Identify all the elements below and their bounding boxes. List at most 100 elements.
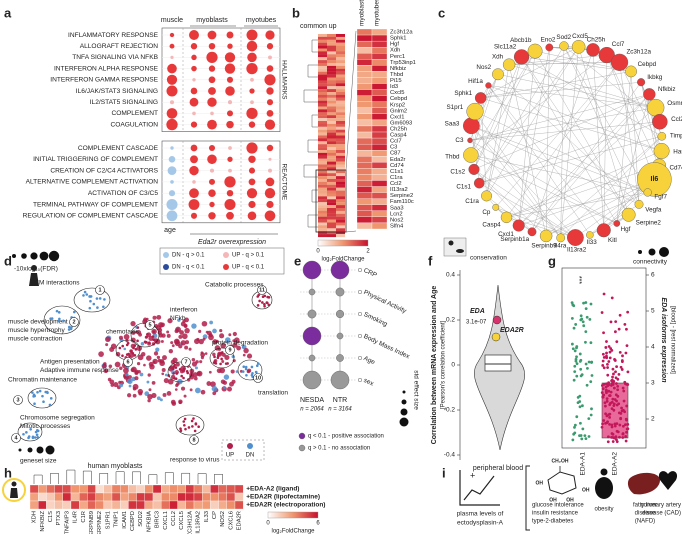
sample-dot <box>601 359 605 363</box>
sample-dot <box>578 352 582 356</box>
overview-cell <box>318 106 327 110</box>
cluster <box>17 422 43 442</box>
sample-dot <box>605 382 608 386</box>
sample-dot <box>618 313 622 317</box>
gene-label: C1R <box>81 511 87 523</box>
sample-dot <box>575 345 579 348</box>
dot <box>266 99 274 106</box>
cluster-node <box>241 370 245 373</box>
dot <box>208 65 216 72</box>
cluster-node <box>251 371 254 375</box>
dendrogram <box>307 64 318 78</box>
heat-cell <box>29 500 39 510</box>
heat-cell <box>356 156 373 163</box>
edge <box>480 46 579 99</box>
cluster-node <box>179 427 182 430</box>
node-label: Il4ra <box>554 243 567 250</box>
dot <box>208 42 216 50</box>
network-node <box>118 335 123 340</box>
dot <box>265 177 275 187</box>
heat-cell <box>371 28 388 36</box>
network-node <box>176 382 180 386</box>
legend-box <box>221 439 265 461</box>
sample-dot <box>605 351 608 355</box>
dot <box>191 65 197 72</box>
edge <box>518 47 550 226</box>
legend-title: log₂FoldChange <box>271 529 315 534</box>
y-axis-subtitle: [Pearson's correlation coefficient] <box>441 321 447 409</box>
heat-cell <box>356 65 373 72</box>
dot <box>207 30 217 40</box>
overview-cell <box>336 100 345 104</box>
heat-cell <box>128 492 137 502</box>
cluster-node <box>172 372 175 375</box>
sample-dot <box>579 314 583 318</box>
overview-cell <box>327 205 336 209</box>
network-node <box>235 370 239 373</box>
sample-dot <box>590 407 593 411</box>
edge <box>531 82 642 232</box>
cluster-node <box>127 352 130 356</box>
heat-cell <box>54 484 63 494</box>
heat-cell <box>103 492 113 502</box>
network-node <box>198 338 204 345</box>
sample-dot <box>579 434 583 437</box>
gene-label: Saa3 <box>390 205 404 211</box>
heatmap-title: common up <box>300 23 337 30</box>
edge <box>480 71 632 99</box>
network-node <box>231 355 235 359</box>
cluster-node <box>128 354 131 358</box>
network-node <box>200 352 206 358</box>
network-node <box>152 360 156 364</box>
overview-cell <box>327 158 336 162</box>
edge <box>619 62 662 152</box>
gene-label: Lcn2 <box>390 211 403 217</box>
overview-cell <box>336 77 345 81</box>
molecule-label: OH <box>566 497 574 503</box>
node-label: Cxcl5 <box>572 33 588 40</box>
dot <box>188 199 200 210</box>
gene-label: CP <box>212 511 218 519</box>
edge <box>603 55 607 231</box>
dot <box>249 88 255 94</box>
molecule-label: OH <box>536 480 544 486</box>
cluster-label: translation <box>258 390 288 397</box>
cluster-badge <box>145 320 155 330</box>
overview-cell <box>336 97 345 101</box>
node <box>586 43 600 57</box>
gene-label: S1PR1 <box>105 511 111 529</box>
heat-cell <box>210 500 219 510</box>
size-key <box>401 399 407 405</box>
cluster-node <box>82 294 85 297</box>
size-key <box>48 250 60 262</box>
overview-cell <box>327 118 336 122</box>
cluster-node <box>35 433 39 437</box>
cluster-node <box>214 361 217 365</box>
network-node <box>160 322 165 328</box>
node-label: Abcb1b <box>510 37 532 44</box>
dot <box>247 211 257 221</box>
column-header: muscle <box>161 17 183 24</box>
sample-dot <box>621 386 625 390</box>
heat-cell <box>356 216 373 224</box>
network-node <box>206 381 212 386</box>
network-node <box>162 393 167 397</box>
legend-dot <box>163 264 169 270</box>
assoc-dot <box>336 332 344 340</box>
heat-cell <box>193 500 203 510</box>
point-label: EDA2R <box>500 327 524 334</box>
node <box>559 41 569 51</box>
assoc-dot <box>330 260 350 280</box>
dot <box>170 180 174 184</box>
overview-cell <box>318 231 327 235</box>
tick-circle <box>357 267 363 273</box>
size-key <box>27 447 33 453</box>
overview-cell <box>327 94 336 98</box>
sample-dot <box>582 324 586 328</box>
cluster-node <box>38 389 42 393</box>
zoom-box <box>315 169 347 233</box>
heat-cell <box>371 113 388 121</box>
cluster-node <box>34 430 38 434</box>
gene-label: XDH <box>32 511 38 523</box>
molecule-label: OH <box>582 487 590 493</box>
